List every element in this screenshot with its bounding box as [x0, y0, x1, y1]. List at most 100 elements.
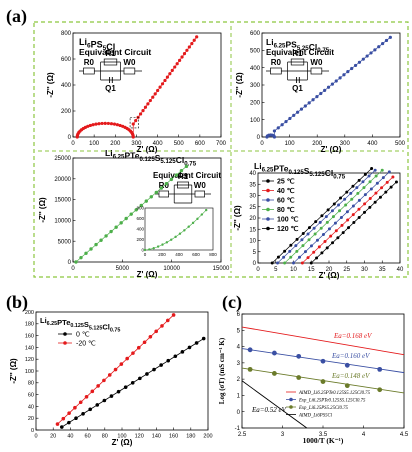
b-xtick-label: 120	[135, 434, 144, 440]
b-legend-marker	[63, 332, 67, 336]
b-point	[201, 336, 206, 341]
a1-point	[103, 121, 107, 125]
a1-xtick-label: 0	[71, 141, 75, 147]
b-point	[96, 384, 100, 388]
a4-point	[301, 231, 305, 235]
a3-inset-ytick-label: 600	[136, 216, 144, 221]
c-annotation: Ea=0.148 eV	[331, 372, 370, 380]
a4-point	[362, 186, 366, 190]
c-point	[344, 362, 350, 368]
b-point	[136, 345, 141, 350]
a1-point	[175, 62, 179, 66]
a1-point	[146, 102, 150, 106]
a4-point	[326, 208, 330, 212]
a3-inset-point	[170, 238, 173, 241]
b-xlabel: Z' (Ω)	[112, 438, 133, 447]
a4-point	[355, 186, 359, 190]
c-legend-marker	[289, 397, 293, 402]
a4-point	[394, 180, 398, 184]
a4-point	[300, 261, 304, 265]
a4-point	[320, 251, 324, 255]
a3-inset-point	[191, 221, 195, 225]
b-point	[171, 313, 176, 317]
b-point	[123, 385, 128, 390]
a1-circuit-q1-label: Q1	[105, 84, 116, 93]
a2-point	[342, 73, 346, 77]
b-point	[159, 363, 163, 367]
a4-point	[363, 202, 367, 206]
a1-point	[173, 65, 177, 69]
a3-ytick-label: 5000	[58, 239, 72, 245]
a4-ytick-label: 0	[253, 261, 257, 267]
a2-point	[288, 116, 292, 121]
a4-point	[312, 250, 316, 254]
a4-point	[384, 190, 388, 194]
a2-point	[330, 82, 334, 86]
a2-point	[338, 76, 342, 80]
a1-ytick-label: 800	[61, 31, 72, 37]
a4-point	[343, 197, 347, 201]
a3-inset-xtick-label: 0	[144, 252, 147, 257]
a3-point	[174, 173, 179, 177]
a2-ylabel: -Z'' (Ω)	[235, 72, 244, 98]
a4-point	[391, 175, 395, 179]
a2-point	[307, 101, 311, 105]
a3-inset-ytick-label: 800	[136, 206, 144, 211]
a4-legend-marker	[266, 179, 270, 183]
a1-point	[158, 85, 162, 89]
b-xtick-label: 200	[203, 434, 212, 440]
c-ytick-label: 5	[237, 328, 241, 334]
a1-point	[160, 82, 165, 86]
a4-point	[333, 221, 337, 225]
c-series-line	[241, 380, 308, 429]
a1-xtick-label: 200	[110, 141, 121, 147]
c-ylabel: Log (σT) (mS cm⁻¹ K)	[218, 337, 226, 404]
a4-point	[295, 237, 299, 241]
b-ylabel: -Z'' (Ω)	[9, 358, 18, 384]
a1-xtick-label: 500	[174, 141, 185, 147]
a4-point	[373, 200, 377, 204]
b-point	[173, 354, 178, 359]
b-point	[152, 367, 156, 372]
b-point	[116, 389, 121, 394]
a2-point	[323, 88, 327, 92]
b-point	[107, 373, 112, 377]
a2-point	[369, 51, 373, 55]
b-point	[194, 341, 199, 345]
a4-point	[289, 255, 293, 259]
a4-point	[294, 244, 298, 248]
b-ytick-label: 40	[28, 404, 34, 410]
a2-point	[315, 95, 319, 99]
a4-point	[318, 220, 322, 224]
a3-point	[84, 251, 88, 256]
a4-point	[373, 168, 377, 172]
b-point	[165, 318, 170, 323]
a1-title: Li6PS5Cl	[79, 37, 115, 52]
a3-inset-point	[183, 229, 186, 232]
c-xtick-label: 3	[281, 432, 285, 438]
a3-inset-xtick-label: 400	[175, 252, 183, 257]
a3-point	[164, 182, 169, 186]
a4-point	[282, 255, 286, 259]
a2-point	[361, 57, 365, 61]
b-point	[130, 380, 135, 385]
a4-point	[344, 203, 348, 207]
a4-point	[387, 170, 391, 174]
b-ytick-label: 180	[25, 322, 34, 328]
a4-xtick-label: 10	[290, 267, 297, 273]
a4-point	[362, 210, 366, 214]
a4-point	[374, 174, 378, 178]
a4-xtick-label: 0	[256, 267, 260, 273]
a1-xtick-label: 100	[89, 141, 100, 147]
a1-point	[115, 123, 119, 127]
a3-inset-xtick-label: 600	[192, 252, 200, 257]
a1-point	[141, 108, 145, 113]
a2-xlabel: Z' (Ω)	[321, 145, 342, 154]
a3-inset-point	[152, 247, 155, 250]
a4-ytick-label: 25	[249, 205, 256, 211]
a4-ytick-label: 35	[249, 182, 256, 188]
b-point	[187, 345, 192, 350]
c-point	[320, 358, 326, 364]
a3-point	[149, 195, 154, 199]
a2-point	[303, 104, 307, 108]
